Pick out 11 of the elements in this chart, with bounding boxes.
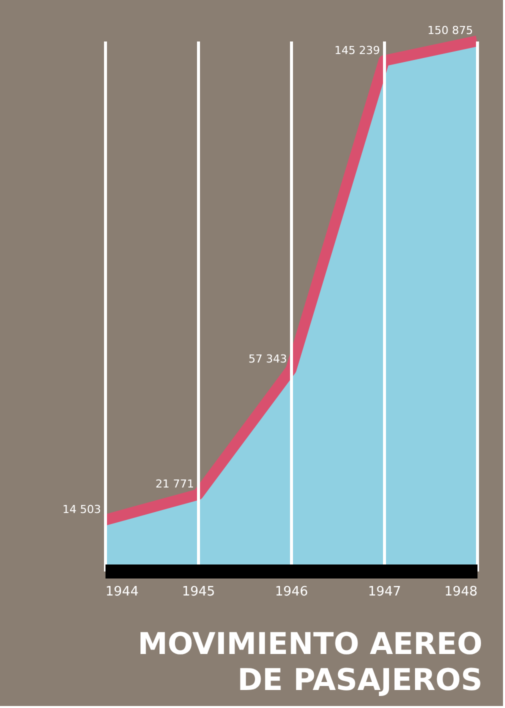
text: MOVIMIENTO AEREO DE PASAJEROS xyxy=(138,627,482,698)
x-tick-label: 1948 xyxy=(444,584,478,600)
data-label: 57 343 xyxy=(248,352,287,366)
data-label: 14 503 xyxy=(62,503,101,516)
x-tick-label: 1946 xyxy=(274,584,308,600)
x-tick-label: 1944 xyxy=(106,584,139,600)
data-label: 21 771 xyxy=(156,478,194,491)
x-tick-label: 1947 xyxy=(368,584,402,600)
x-tick-label: 1945 xyxy=(182,584,216,600)
data-label: 145 239 xyxy=(334,44,380,57)
data-label: 150 875 xyxy=(428,24,473,37)
